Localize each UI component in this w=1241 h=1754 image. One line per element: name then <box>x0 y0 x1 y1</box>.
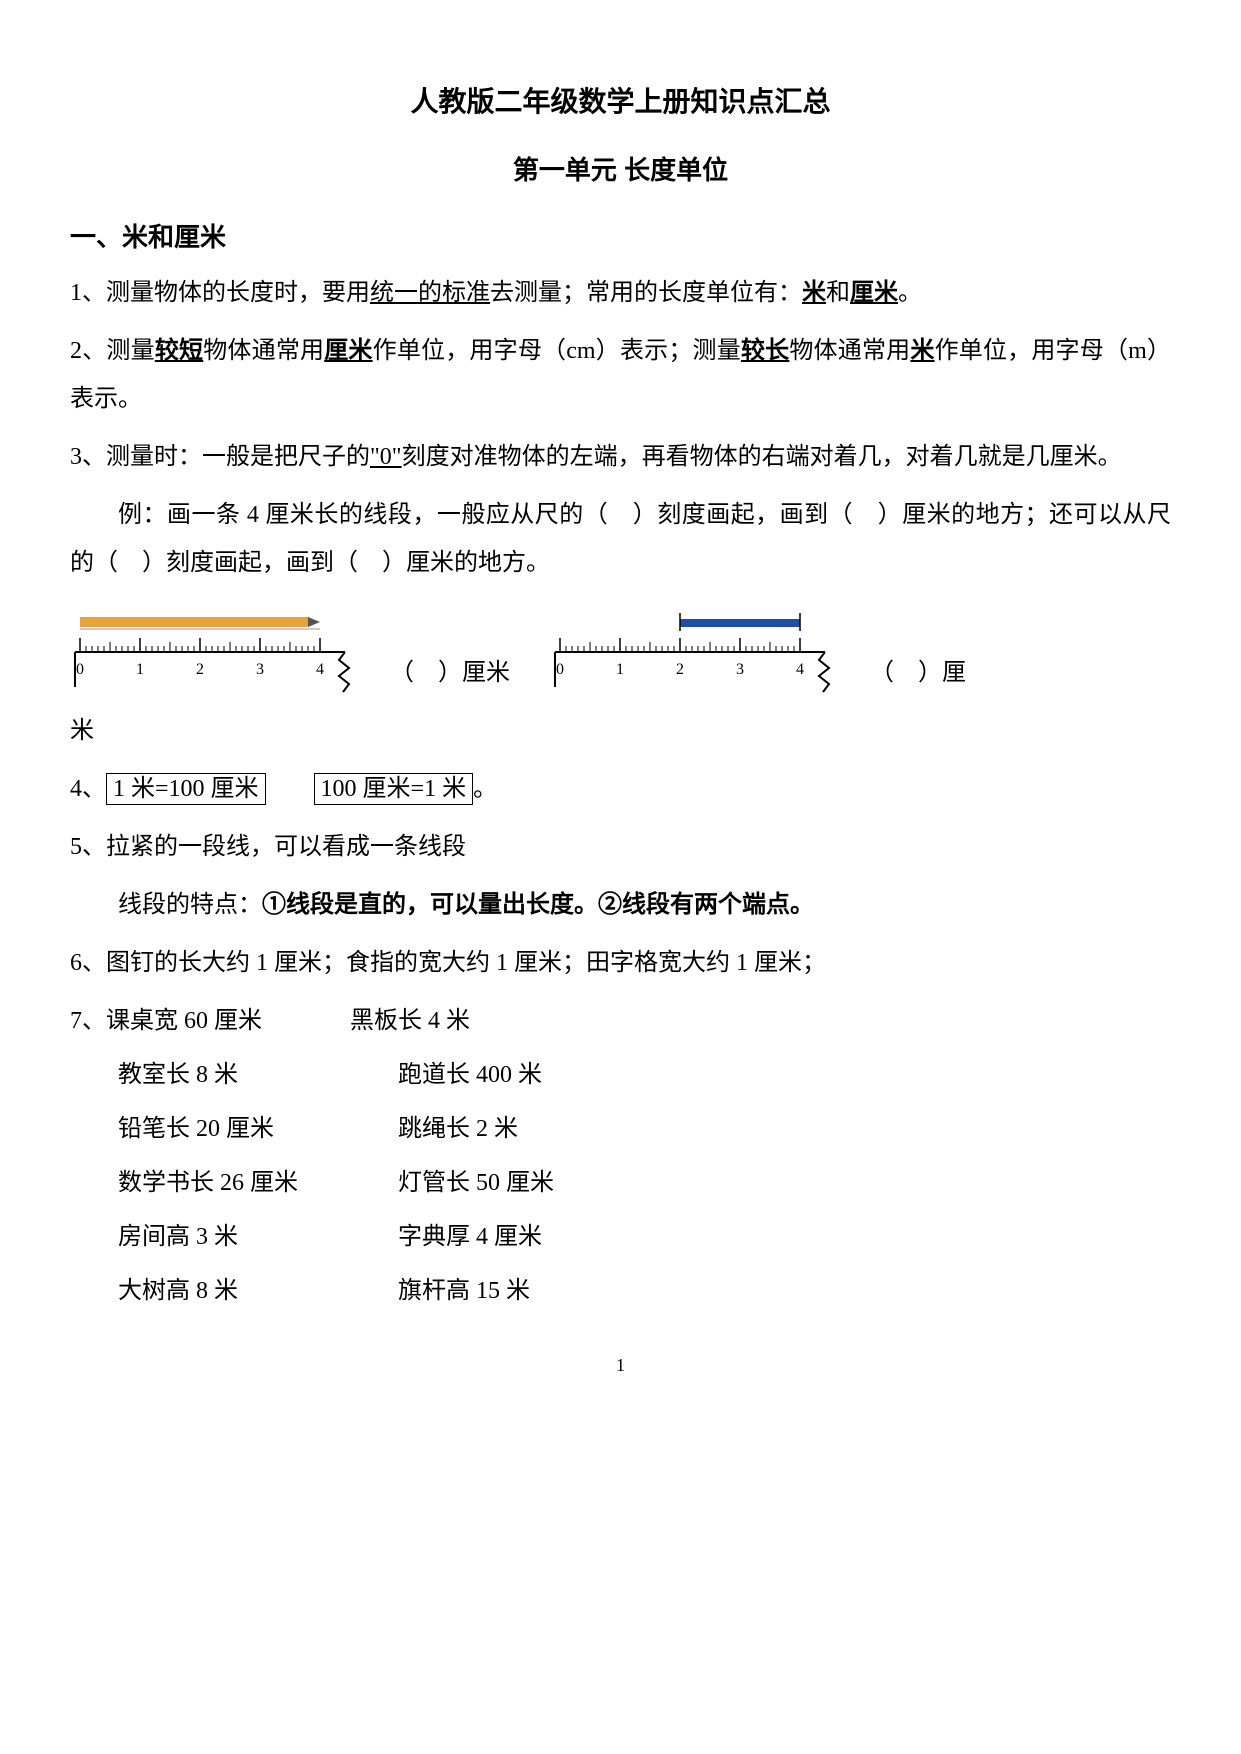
p4-prefix: 4、 <box>70 776 106 802</box>
p1-prefix: 1、测量物体的长度时，要用 <box>70 280 370 306</box>
p5-sub-bold: ①线段是直的，可以量出长度。②线段有两个端点。 <box>262 891 814 918</box>
p2-mid2: 作单位，用字母（cm）表示；测量 <box>373 338 741 364</box>
p4-box-2: 100 厘米=1 米 <box>314 773 474 805</box>
p2-underline-1: 厘米 <box>324 337 372 364</box>
svg-text:3: 3 <box>256 661 264 678</box>
ruler-1-label: （ ）厘米 <box>390 652 510 697</box>
paragraph-4: 4、1 米=100 厘米 100 厘米=1 米。 <box>70 765 1171 813</box>
p4-gap <box>266 776 314 802</box>
p1-mid: 去测量；常用的长度单位有： <box>490 280 802 306</box>
paragraph-6: 6、图钉的长大约 1 厘米；食指的宽大约 1 厘米；田字格宽大约 1 厘米； <box>70 939 1171 987</box>
p1-underline-2: 米 <box>802 279 826 306</box>
p7-row-4: 房间高 3 米字典厚 4 厘米 <box>70 1213 1171 1261</box>
svg-text:1: 1 <box>136 661 144 678</box>
p5-sub-prefix: 线段的特点： <box>118 892 262 918</box>
page-subtitle: 第一单元 长度单位 <box>70 150 1171 187</box>
p7-row-2-l: 铅笔长 20 厘米 <box>118 1105 398 1153</box>
svg-text:2: 2 <box>676 661 684 678</box>
svg-text:1: 1 <box>616 661 624 678</box>
page: 人教版二年级数学上册知识点汇总 第一单元 长度单位 一、米和厘米 1、测量物体的… <box>0 0 1241 1416</box>
p7-row-5-l: 大树高 8 米 <box>118 1267 398 1315</box>
paragraph-5: 5、拉紧的一段线，可以看成一条线段 <box>70 823 1171 871</box>
p1-underline-3: 厘米 <box>850 279 898 306</box>
paragraph-7: 7、课桌宽 60 厘米 黑板长 4 米 <box>70 997 1171 1045</box>
p2-mid3: 物体通常用 <box>789 338 910 364</box>
p7-row-0-r: 黑板长 4 米 <box>350 997 470 1045</box>
p3-prefix: 3、测量时：一般是把尺子的 <box>70 444 370 470</box>
svg-text:4: 4 <box>316 661 324 678</box>
paragraph-3: 3、测量时：一般是把尺子的"0"刻度对准物体的左端，再看物体的右端对着几，对着几… <box>70 433 1171 481</box>
p1-underline-1: 统一的标准 <box>370 280 490 306</box>
p7-row-2: 铅笔长 20 厘米跳绳长 2 米 <box>70 1105 1171 1153</box>
p7-row-1: 教室长 8 米跑道长 400 米 <box>70 1051 1171 1099</box>
p7-row-3: 数学书长 26 厘米灯管长 50 厘米 <box>70 1159 1171 1207</box>
p7-lead: 7、 <box>70 1008 106 1034</box>
svg-text:2: 2 <box>196 661 204 678</box>
p2-mid1: 物体通常用 <box>203 338 324 364</box>
svg-text:4: 4 <box>796 661 804 678</box>
p4-suffix: 。 <box>473 776 497 802</box>
p7-row-2-r: 跳绳长 2 米 <box>398 1105 518 1153</box>
paragraph-5-sub: 线段的特点：①线段是直的，可以量出长度。②线段有两个端点。 <box>70 881 1171 929</box>
p7-row-3-r: 灯管长 50 厘米 <box>398 1159 554 1207</box>
ruler-2-diagram: 0 1 2 3 4 <box>550 607 850 697</box>
page-number: 1 <box>70 1355 1171 1376</box>
p3-suffix: 刻度对准物体的左端，再看物体的右端对着几，对着几就是几厘米。 <box>402 444 1122 470</box>
p7-row-3-l: 数学书长 26 厘米 <box>118 1159 398 1207</box>
p7-row-5-r: 旗杆高 15 米 <box>398 1267 530 1315</box>
p2-bold-2: 较长 <box>741 337 789 364</box>
svg-text:0: 0 <box>556 661 564 678</box>
section-heading: 一、米和厘米 <box>70 217 1171 254</box>
ruler-1-diagram: 0 1 2 3 4 <box>70 607 370 697</box>
p7-row-4-r: 字典厚 4 厘米 <box>398 1213 542 1261</box>
p2-prefix: 2、测量 <box>70 338 155 364</box>
page-title: 人教版二年级数学上册知识点汇总 <box>70 80 1171 120</box>
ruler-2-block: 0 1 2 3 4 （ ）厘 <box>550 607 966 697</box>
p1-and: 和 <box>826 280 850 306</box>
p2-underline-2: 米 <box>910 337 934 364</box>
p7-row-4-l: 房间高 3 米 <box>118 1213 398 1261</box>
ruler-1-block: 0 1 2 3 4 （ ）厘米 <box>70 607 510 697</box>
paragraph-2: 2、测量较短物体通常用厘米作单位，用字母（cm）表示；测量较长物体通常用米作单位… <box>70 327 1171 423</box>
ruler-row: 0 1 2 3 4 （ ）厘米 0 1 2 3 4 （ ）厘 <box>70 607 1171 697</box>
p7-row-0-l: 课桌宽 60 厘米 <box>106 1008 262 1034</box>
svg-text:3: 3 <box>736 661 744 678</box>
paragraph-3-example: 例：画一条 4 厘米长的线段，一般应从尺的（ ）刻度画起，画到（ ）厘米的地方；… <box>70 491 1171 587</box>
p4-box-1: 1 米=100 厘米 <box>106 773 266 805</box>
p2-bold-1: 较短 <box>155 337 203 364</box>
svg-text:0: 0 <box>76 661 84 678</box>
paragraph-1: 1、测量物体的长度时，要用统一的标准去测量；常用的长度单位有：米和厘米。 <box>70 269 1171 317</box>
p3-underline: "0" <box>370 444 402 470</box>
p7-row-1-l: 教室长 8 米 <box>118 1051 398 1099</box>
ruler-2-label: （ ）厘 <box>870 652 966 697</box>
p7-row-1-r: 跑道长 400 米 <box>398 1051 542 1099</box>
ruler-2-label-cont: 米 <box>70 707 1171 755</box>
p1-suffix: 。 <box>898 280 922 306</box>
p7-row-5: 大树高 8 米旗杆高 15 米 <box>70 1267 1171 1315</box>
